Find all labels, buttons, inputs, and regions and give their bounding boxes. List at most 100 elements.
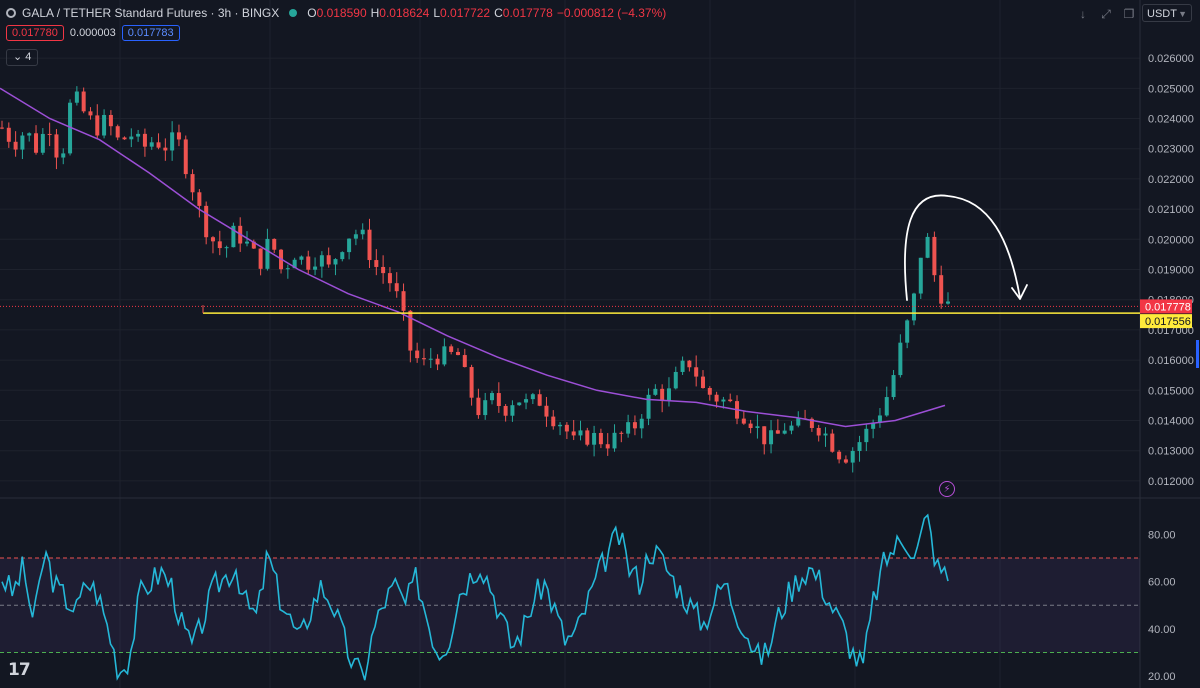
- candle-body: [54, 134, 59, 158]
- candle-body: [748, 423, 753, 429]
- candle-body: [680, 360, 685, 372]
- candle-body: [537, 394, 542, 406]
- candle-body: [210, 237, 215, 242]
- candle-body: [490, 393, 495, 401]
- price-tick-label: 0.014000: [1148, 416, 1194, 428]
- candle-body: [932, 236, 937, 276]
- candle-body: [258, 248, 263, 269]
- candle-body: [905, 320, 910, 343]
- candle-body: [102, 114, 107, 136]
- price-tick-label: 0.022000: [1148, 174, 1194, 186]
- price-tick-label: 0.013000: [1148, 446, 1194, 458]
- candle-body: [632, 422, 637, 429]
- lightning-icon[interactable]: ⚡: [939, 481, 955, 497]
- candle-body: [462, 355, 467, 368]
- candle-body: [394, 283, 399, 292]
- candle-body: [666, 388, 671, 402]
- candle-body: [421, 358, 426, 360]
- ohlc-close-value: 0.017778: [502, 6, 553, 20]
- arrow-down-icon[interactable]: ↓: [1080, 7, 1086, 21]
- candle-body: [183, 139, 188, 175]
- candle-body: [415, 350, 420, 359]
- candle-body: [510, 405, 515, 416]
- candle-body: [843, 459, 848, 463]
- candle-body: [673, 371, 678, 389]
- currency-label: USDT: [1147, 8, 1177, 20]
- arrow-head-icon: [1011, 284, 1028, 300]
- candle-body: [272, 238, 277, 250]
- candle-body: [13, 141, 18, 150]
- candle-body: [884, 397, 889, 416]
- candle-body: [340, 252, 345, 260]
- currency-select[interactable]: USDT ▼: [1142, 4, 1192, 22]
- candle-body: [95, 115, 100, 136]
- candle-body: [782, 430, 787, 434]
- candle-body: [789, 425, 794, 431]
- candle-body: [558, 424, 563, 427]
- candle-body: [925, 236, 930, 258]
- candle-body: [483, 400, 488, 416]
- candle-body: [204, 205, 209, 238]
- candle-body: [755, 426, 760, 429]
- candle-body: [551, 416, 556, 427]
- candle-body: [714, 394, 719, 402]
- spread-value: 0.000003: [69, 27, 116, 39]
- candle-body: [360, 229, 365, 235]
- candle-body: [442, 346, 447, 365]
- candle-body: [544, 405, 549, 417]
- candle-body: [612, 432, 617, 449]
- support-price-tag: [1140, 314, 1192, 329]
- rsi-tick-label: 60.00: [1148, 577, 1176, 589]
- candle-body: [517, 402, 522, 406]
- candle-body: [299, 256, 304, 260]
- indicators-toggle-button[interactable]: ⌄ 4: [6, 49, 39, 66]
- candle-body: [496, 393, 501, 407]
- price-tick-label: 0.019000: [1148, 265, 1194, 277]
- last-price-label: 0.017778: [1145, 301, 1191, 313]
- candle-body: [190, 174, 195, 193]
- candle-body: [449, 346, 454, 352]
- candle-body: [571, 431, 576, 436]
- candle-body: [408, 310, 413, 351]
- price-tick-label: 0.024000: [1148, 114, 1194, 126]
- ohlc-low-key: L: [433, 6, 441, 20]
- candle-body: [353, 234, 358, 239]
- candle-body: [728, 399, 733, 402]
- candle-body: [877, 415, 882, 423]
- candle-body: [946, 301, 950, 304]
- candle-body: [707, 388, 712, 395]
- price-change: −0.000812 (−4.37%): [556, 6, 667, 20]
- candle-body: [122, 137, 127, 140]
- candle-body: [476, 397, 481, 416]
- restore-icon[interactable]: ❐: [1123, 7, 1135, 21]
- expand-icon[interactable]: ⤢: [1101, 7, 1111, 21]
- candle-body: [850, 450, 855, 463]
- candle-body: [163, 147, 168, 151]
- candle-body: [891, 375, 896, 398]
- candle-body: [381, 266, 386, 274]
- ask-price-button[interactable]: 0.017783: [121, 25, 180, 41]
- symbol-logo-icon: [6, 8, 16, 18]
- candle-body: [367, 229, 372, 261]
- indicators-count: 4: [25, 51, 32, 63]
- ohlc-close-key: C: [494, 6, 503, 20]
- ohlc-high-value: 0.018624: [379, 6, 430, 20]
- quote-row: 0.017780 0.000003 0.017783: [6, 25, 180, 41]
- candle-body: [224, 247, 229, 249]
- candle-body: [646, 394, 651, 419]
- tradingview-logo[interactable]: 17: [8, 660, 31, 680]
- symbol-title[interactable]: GALA / TETHER Standard Futures · 3h · BI…: [22, 6, 280, 20]
- candle-body: [6, 127, 11, 142]
- bid-price-button[interactable]: 0.017780: [6, 25, 64, 41]
- candle-body: [687, 360, 692, 368]
- hand-drawn-arc: [904, 194, 1021, 301]
- candle-body: [585, 430, 590, 445]
- candle-body: [455, 351, 460, 356]
- candle-body: [653, 388, 658, 395]
- candle-body: [20, 135, 25, 150]
- candle-body: [639, 418, 644, 429]
- candle-body: [115, 126, 120, 138]
- candle-body: [700, 376, 705, 389]
- rsi-tick-label: 20.00: [1148, 671, 1176, 683]
- candle-body: [313, 266, 318, 270]
